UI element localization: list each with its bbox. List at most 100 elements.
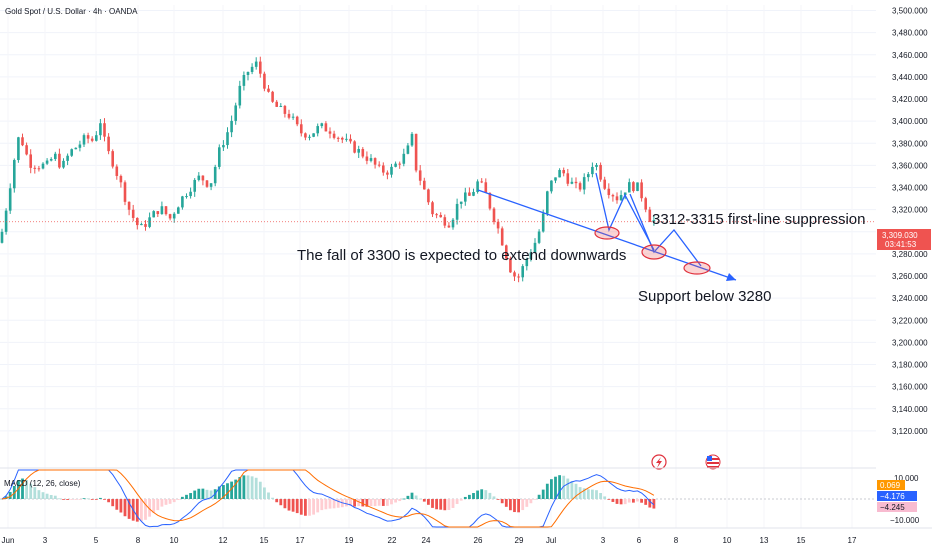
- macd-histogram-bar: [152, 499, 156, 513]
- candle-body: [447, 225, 451, 228]
- price-tick-label: 3,240.000: [892, 294, 928, 303]
- candle-body: [648, 209, 652, 222]
- macd-histogram-bar: [636, 499, 639, 502]
- macd-histogram-bar: [394, 499, 397, 503]
- macd-histogram-bar: [99, 497, 102, 499]
- macd-histogram-bar: [181, 496, 184, 499]
- flash-event-icon[interactable]: [651, 454, 667, 470]
- macd-histogram-bar: [541, 489, 545, 499]
- candle-body: [488, 192, 492, 209]
- macd-histogram-bar: [488, 492, 492, 499]
- time-tick-label: 3: [43, 536, 48, 545]
- macd-histogram-bar: [353, 499, 356, 507]
- candle-body: [476, 181, 479, 192]
- macd-histogram-bar: [123, 499, 127, 517]
- candle-body: [480, 181, 483, 183]
- time-tick-label: 15: [797, 536, 806, 545]
- macd-histogram-bar: [611, 499, 615, 502]
- trendline-arrowhead: [726, 273, 736, 281]
- candle-body: [628, 182, 631, 193]
- price-tick-label: 3,440.000: [892, 73, 928, 82]
- projection-path-2: [629, 193, 702, 267]
- macd-histogram-bar: [554, 476, 557, 499]
- macd-histogram-bar: [205, 489, 209, 499]
- macd-histogram-bar: [304, 499, 307, 516]
- candle-body: [492, 208, 496, 222]
- time-tick-label: 10: [170, 536, 179, 545]
- candle-body: [414, 133, 418, 171]
- candle-body: [455, 203, 459, 220]
- macd-histogram-bar: [373, 499, 377, 507]
- macd-histogram-bar: [435, 499, 438, 510]
- candle-body: [205, 180, 209, 187]
- time-axis[interactable]: Jun 3 5 8 10 12 15 17 19 22 24 26 29 Jul 3 6 8 10 13 15 17: [2, 536, 857, 545]
- candle-body: [537, 231, 541, 243]
- touch-point-ellipse-3: [683, 261, 711, 275]
- candle-body: [529, 252, 533, 260]
- candle-body: [464, 192, 467, 202]
- candle-body: [607, 188, 611, 196]
- candle-body: [111, 151, 114, 167]
- annotation-support: Support below 3280: [638, 288, 771, 305]
- candle-body: [402, 153, 406, 164]
- candle-body: [115, 166, 119, 176]
- touch-point-ellipse-2: [641, 244, 667, 260]
- macd-label: MACD (12, 26, close): [4, 479, 81, 488]
- candle-body: [234, 105, 237, 121]
- macd-histogram-bar: [226, 483, 229, 499]
- macd-histogram-bar: [271, 497, 274, 499]
- candle-body: [287, 113, 291, 118]
- macd-histogram-bar: [500, 499, 504, 504]
- macd-histogram-bar: [185, 494, 188, 499]
- grid: [0, 5, 876, 528]
- macd-histogram-bar: [189, 493, 192, 499]
- candle-body: [58, 153, 61, 168]
- candle-body: [99, 123, 102, 136]
- macd-histogram-bar: [103, 499, 106, 500]
- candle-body: [320, 123, 324, 127]
- candle-body: [361, 149, 365, 157]
- macd-histogram-bar: [21, 478, 24, 499]
- time-tick-label: 8: [136, 536, 141, 545]
- candle-body: [230, 120, 233, 133]
- macd-histogram-bar: [193, 490, 197, 499]
- macd-histogram-bar: [357, 499, 361, 507]
- macd-histogram-bar: [332, 499, 336, 509]
- candle-body: [41, 163, 45, 169]
- price-tick-label: 3,120.000: [892, 427, 928, 436]
- macd-axis[interactable]: 10.000 0.069 −4.176 −4.245 −10.000: [877, 474, 920, 525]
- candle-body: [332, 133, 336, 138]
- candle-body: [541, 213, 545, 232]
- macd-histogram-bar: [443, 499, 447, 511]
- macd-histogram-bar: [455, 499, 459, 504]
- macd-histogram-bar: [492, 496, 496, 499]
- macd-histogram-bar: [0, 499, 4, 500]
- candle-body: [644, 198, 647, 210]
- candle-body: [201, 175, 205, 181]
- candle-body: [496, 221, 500, 229]
- time-tick-label: 26: [474, 536, 483, 545]
- candle-body: [33, 167, 37, 169]
- candle-body: [70, 149, 73, 156]
- us-flag-event-icon[interactable]: [705, 454, 721, 470]
- candle-body: [312, 133, 315, 137]
- macd-histogram-bar: [422, 499, 426, 502]
- candle-body: [578, 183, 582, 190]
- time-tick-label: 12: [219, 536, 228, 545]
- candle-body: [197, 175, 201, 180]
- macd-histogram-bar: [70, 499, 74, 500]
- macd-histogram-bar: [570, 481, 574, 499]
- macd-histogram-bar: [623, 499, 627, 505]
- macd-histogram-bar: [619, 499, 623, 505]
- macd-histogram-bar: [480, 489, 484, 499]
- candle-body: [185, 196, 188, 198]
- candle-body: [144, 224, 147, 227]
- candle-body: [558, 170, 561, 178]
- macd-histogram-bar: [390, 499, 393, 505]
- candle-body: [357, 149, 360, 153]
- macd-histogram-bar: [427, 499, 430, 505]
- candle-body: [521, 266, 524, 278]
- candle-body: [136, 217, 139, 226]
- macd-histogram-bar: [156, 499, 160, 511]
